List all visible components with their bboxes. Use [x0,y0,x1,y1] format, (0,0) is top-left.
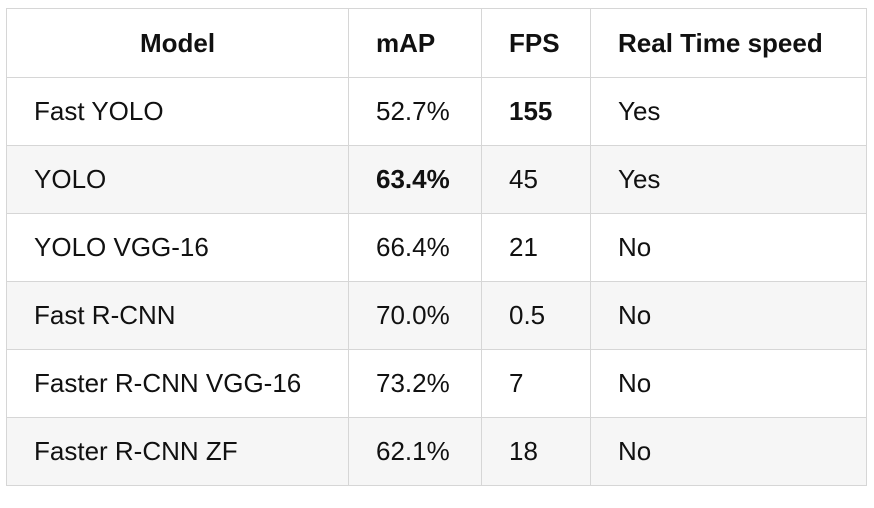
table-row: Faster R-CNN VGG-16 73.2% 7 No [6,349,867,418]
cell-model: Fast R-CNN [6,281,349,350]
cell-model: YOLO VGG-16 [6,213,349,282]
cell-fps: 0.5 [481,281,591,350]
table-row: Faster R-CNN ZF 62.1% 18 No [6,417,867,486]
table-row: Fast R-CNN 70.0% 0.5 No [6,281,867,350]
header-model: Model [6,8,349,78]
cell-realtime: No [590,213,867,282]
cell-model: Faster R-CNN VGG-16 [6,349,349,418]
cell-fps: 155 [481,77,591,146]
cell-fps: 18 [481,417,591,486]
cell-model: YOLO [6,145,349,214]
cell-map: 66.4% [348,213,482,282]
cell-realtime: No [590,281,867,350]
cell-realtime: No [590,417,867,486]
table-row: Fast YOLO 52.7% 155 Yes [6,77,867,146]
cell-map: 63.4% [348,145,482,214]
cell-map: 73.2% [348,349,482,418]
cell-realtime: Yes [590,145,867,214]
cell-model: Fast YOLO [6,77,349,146]
model-comparison-table: Model mAP FPS Real Time speed Fast YOLO … [6,8,867,486]
cell-fps: 45 [481,145,591,214]
cell-fps: 7 [481,349,591,418]
cell-fps: 21 [481,213,591,282]
table-row: YOLO VGG-16 66.4% 21 No [6,213,867,282]
cell-realtime: No [590,349,867,418]
header-realtime: Real Time speed [590,8,867,78]
header-row: Model mAP FPS Real Time speed [6,8,867,78]
header-map: mAP [348,8,482,78]
table-body: Fast YOLO 52.7% 155 Yes YOLO 63.4% 45 Ye… [6,77,867,486]
header-fps: FPS [481,8,591,78]
cell-map: 62.1% [348,417,482,486]
table-header: Model mAP FPS Real Time speed [6,8,867,78]
cell-map: 52.7% [348,77,482,146]
cell-map: 70.0% [348,281,482,350]
cell-realtime: Yes [590,77,867,146]
cell-model: Faster R-CNN ZF [6,417,349,486]
table-row: YOLO 63.4% 45 Yes [6,145,867,214]
